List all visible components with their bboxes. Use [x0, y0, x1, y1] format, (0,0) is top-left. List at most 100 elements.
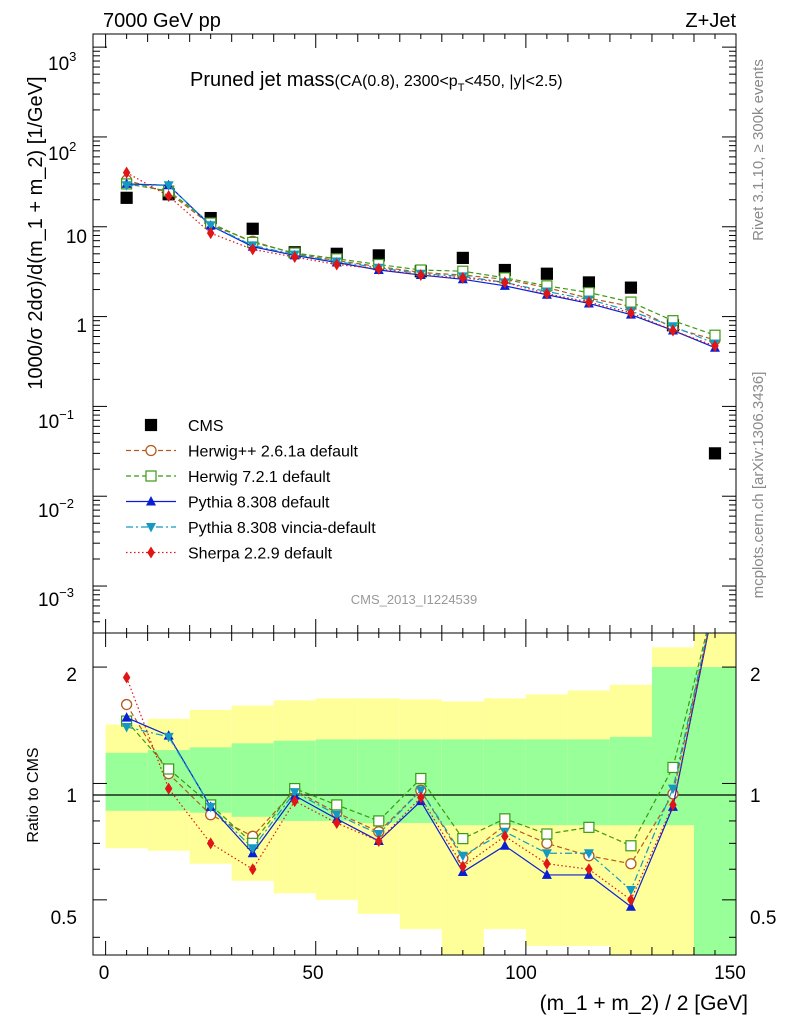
legend-label-cms: CMS	[188, 418, 224, 435]
data-point-pythia-8-308-vincia-default	[205, 221, 216, 231]
legend-marker-herwig-7-2-1-default	[145, 470, 157, 482]
xtick-label-50: 50	[302, 963, 323, 984]
data-point-sherpa-2-2-9-default	[459, 271, 467, 284]
legend-marker-herwig-2-6-1a-default	[145, 444, 157, 457]
ytick-exp: −2	[59, 496, 74, 511]
ytick-label-1: 1	[76, 316, 87, 337]
ratio-point-herwig-2-6-1a-default	[541, 837, 553, 849]
xtick-label-0: 0	[99, 963, 110, 984]
ratio-ticks	[93, 633, 737, 955]
ratio-point-sherpa-2-2-9-default	[417, 791, 425, 804]
ytick-base: 10	[38, 501, 59, 522]
legend-marker-sherpa-2-2-9-default	[147, 546, 155, 559]
ratio-point-sherpa-2-2-9-default	[164, 782, 173, 795]
ratio-point-herwig-7-2-1-default	[163, 763, 175, 775]
data-point-cms	[582, 276, 596, 289]
ratio-point-sherpa-2-2-9-default	[711, 593, 719, 605]
data-point-sherpa-2-2-9-default	[501, 276, 509, 289]
data-point-cms	[540, 267, 553, 280]
ratio-point-sherpa-2-2-9-default	[585, 863, 593, 876]
data-point-cms	[456, 251, 469, 265]
uncertainty-band-inner	[273, 740, 316, 821]
ratio-point-sherpa-2-2-9-default	[459, 860, 467, 873]
ratio-point-pythia-8-308-vincia-default	[667, 784, 678, 795]
data-point-cms	[120, 191, 133, 204]
legend: CMS Herwig++ 2.6.1a default Herwig 7.2.1 d…	[126, 418, 376, 563]
ytick-exp: 3	[69, 49, 76, 64]
ratio-point-herwig-7-2-1-default	[457, 833, 469, 845]
legend-marker-cms	[144, 418, 158, 432]
ratio-point-pythia-8-308-vincia-default	[583, 849, 594, 859]
plot-title-main: Pruned jet mass	[190, 69, 335, 91]
uncertainty-band-inner	[483, 739, 526, 826]
ytick-exp: 2	[69, 139, 76, 154]
ratio-point-sherpa-2-2-9-default	[501, 830, 509, 843]
ratio-point-pythia-8-308-vincia-default	[541, 849, 552, 859]
data-point-sherpa-2-2-9-default	[711, 340, 719, 353]
ratio-point-herwig-2-6-1a-default	[710, 594, 720, 604]
plot-title-sub-end: <450, |y|<2.5)	[464, 73, 562, 90]
data-point-cms	[708, 447, 722, 460]
uncertainty-band-inner	[231, 743, 274, 817]
data-point-sherpa-2-2-9-default	[375, 262, 383, 275]
series-line-herwig-7-2-1-default	[126, 183, 716, 336]
data-point-cms	[624, 281, 638, 294]
main-ylabel: 1000/σ 2dσ)/d(m_1 + m_2) [1/GeV]	[25, 76, 47, 389]
ratio-point-sherpa-2-2-9-default	[375, 834, 383, 847]
ratio-point-herwig-7-2-1-default	[541, 828, 553, 840]
data-point-sherpa-2-2-9-default	[585, 296, 593, 309]
plot-title-subscript: T	[458, 82, 465, 94]
legend-label-sherpa-2-2-9-default: Sherpa 2.2.9 default	[188, 546, 333, 563]
rivet-label: Rivet 3.1.10, ≥ 300k events	[750, 59, 767, 241]
ratio-point-pythia-8-308-default	[121, 712, 132, 722]
main-panel: 1000/σ 2dσ)/d(m_1 + m_2) [1/GeV] 103 102…	[25, 33, 737, 634]
uncertainty-band-inner	[525, 739, 568, 826]
ratio-point-pythia-8-308-vincia-default	[625, 886, 636, 896]
xtick-label-100: 100	[505, 963, 537, 984]
legend-label-pythia-8-308-default: Pythia 8.308 default	[188, 495, 330, 512]
data-point-herwig-7-2-1-default	[625, 296, 637, 308]
ytick-exp: −3	[59, 585, 74, 600]
plot-title-sub: (CA(0.8), 2300<p	[335, 73, 458, 90]
main-plot-frame	[92, 33, 737, 634]
uncertainty-band-inner	[147, 750, 190, 811]
data-point-pythia-8-308-vincia-default	[121, 181, 132, 191]
collision-label: 7000 GeV pp	[103, 10, 221, 32]
ratio-point-pythia-8-308-vincia-default	[331, 810, 342, 821]
ratio-band-layer	[105, 633, 736, 955]
data-point-sherpa-2-2-9-default	[543, 287, 551, 300]
data-point-sherpa-2-2-9-default	[333, 258, 341, 271]
mcplots-label: mcplots.cern.ch [arXiv:1306.3436]	[750, 372, 767, 599]
ytick-label-1e3: 103	[48, 49, 76, 75]
ytick-base: 10	[38, 412, 59, 433]
ratio-point-herwig-2-6-1a-default	[120, 698, 133, 711]
ratio-point-sherpa-2-2-9-default	[248, 863, 257, 876]
ratio-ytick-label-1-left: 1	[66, 786, 77, 807]
series-line-sherpa-2-2-9-default	[126, 172, 716, 347]
ratio-point-sherpa-2-2-9-default	[627, 893, 635, 906]
ytick-label-1e-3: 10−3	[38, 585, 74, 611]
ratio-point-herwig-7-2-1-default	[583, 821, 595, 833]
ratio-plot-frame	[92, 632, 737, 956]
uncertainty-band-inner	[693, 667, 736, 955]
ratio-ytick-label-2-right: 2	[750, 665, 761, 686]
ratio-line-sherpa-2-2-9-default	[126, 633, 709, 901]
legend-label-pythia-8-308-vincia-default: Pythia 8.308 vincia-default	[188, 520, 376, 537]
ratio-point-pythia-8-308-vincia-default	[710, 595, 720, 605]
data-point-herwig-7-2-1-default	[709, 329, 721, 341]
legend-marker-pythia-8-308-default	[146, 496, 156, 506]
ratio-point-pythia-8-308-vincia-default	[247, 844, 258, 854]
main-data-layer	[120, 166, 722, 460]
ratio-ytick-label-05-right: 0.5	[750, 908, 776, 929]
ratio-point-pythia-8-308-vincia-default	[457, 851, 468, 862]
ratio-point-sherpa-2-2-9-default	[206, 837, 215, 850]
ratio-ytick-label-05-left: 0.5	[51, 908, 77, 929]
analysis-label: CMS_2013_I1224539	[351, 592, 478, 607]
ratio-point-pythia-8-308-vincia-default	[205, 802, 216, 813]
ratio-point-pythia-8-308-vincia-default	[163, 732, 174, 743]
uncertainty-band-inner	[567, 739, 610, 826]
ytick-label-10: 10	[66, 227, 87, 248]
ratio-point-sherpa-2-2-9-default	[122, 671, 131, 684]
ratio-ylabel: Ratio to CMS	[25, 747, 42, 842]
